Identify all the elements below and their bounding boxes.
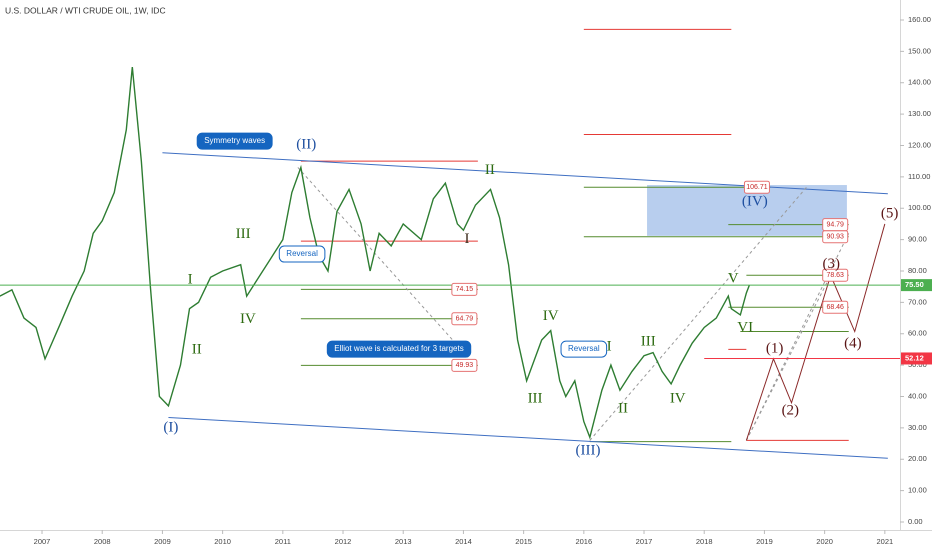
level-tag: [451, 312, 478, 326]
callout-text: Reversal: [286, 249, 318, 258]
callout-box: [278, 245, 326, 263]
x-tick-label: 2019: [756, 537, 773, 546]
trend-line: [589, 186, 807, 441]
chart-title: U.S. DOLLAR / WTI CRUDE OIL, 1W, IDC: [5, 5, 166, 15]
wave-label: (III): [576, 443, 601, 459]
level-tag-label: 90.93: [826, 234, 844, 241]
callout-text: Elliot wave is calculated for 3 targets: [334, 344, 463, 353]
level-tag-label: 78.63: [826, 272, 844, 279]
y-tick-label: 130.00: [908, 109, 931, 118]
x-tick-label: 2018: [696, 537, 713, 546]
price-tag-label: 75.50: [905, 280, 924, 289]
wave-label: IV: [670, 390, 686, 406]
y-tick-label: 140.00: [908, 78, 931, 87]
wave-label: (1): [766, 341, 784, 357]
trend-line: [745, 223, 886, 441]
callout-box: [560, 340, 608, 358]
x-tick-label: 2015: [515, 537, 532, 546]
level-tag: [822, 300, 849, 314]
y-tick-label: 160.00: [908, 15, 931, 24]
trend-line: [297, 167, 476, 366]
level-tag-label: 68.46: [826, 304, 844, 311]
wave-label: (4): [844, 336, 862, 352]
level-tag-label: 94.79: [826, 221, 844, 228]
x-tick-label: 2014: [455, 537, 472, 546]
wave-label: II: [192, 341, 202, 357]
y-tick-label: 80.00: [908, 266, 927, 275]
wave-label: VI: [737, 320, 753, 336]
y-tick-label: 40.00: [908, 391, 927, 400]
price-line: [0, 66, 751, 440]
x-tick-label: 2012: [335, 537, 352, 546]
price-tag: [901, 352, 932, 365]
overlay: 75.50 52.12 106.71 90.93 94.79 74.15 64.79 49.9…: [0, 132, 932, 459]
level-tag-label: 64.79: [456, 316, 474, 323]
level-tag-label: 74.15: [456, 286, 474, 293]
plot-area: 160.00 150.00 140.00 130.00 120.00 110.00 100.…: [0, 15, 931, 546]
wave-label: I: [607, 338, 612, 354]
x-tick-label: 2011: [275, 537, 291, 546]
level-tag: [451, 358, 478, 372]
wave-label: (I): [163, 419, 178, 435]
callout-text: Reversal: [568, 344, 600, 353]
wave-label: I: [465, 231, 470, 247]
level-tag: [451, 282, 478, 296]
y-tick-label: 150.00: [908, 46, 931, 55]
y-tick-label: 20.00: [908, 454, 927, 463]
wave-label: I: [188, 272, 193, 288]
wave-label: IV: [543, 308, 559, 324]
y-tick-label: 120.00: [908, 140, 931, 149]
wave-label: III: [641, 333, 656, 349]
x-tick-label: 2007: [34, 537, 51, 546]
x-tick-label: 2010: [214, 537, 231, 546]
y-tick-label: 110.00: [908, 172, 930, 181]
x-tick-label: 2017: [636, 537, 653, 546]
y-tick-label: 30.00: [908, 423, 927, 432]
wave-label: IV: [240, 311, 256, 327]
x-tick-label: 2016: [575, 537, 592, 546]
y-tick-label: 70.00: [908, 297, 927, 306]
callout-box: [196, 132, 273, 150]
wave-label: (2): [782, 402, 800, 418]
level-tag: [743, 180, 770, 194]
trend-line: [168, 417, 888, 459]
y-tick-label: 50.00: [908, 360, 927, 369]
y-tick-label: 90.00: [908, 235, 927, 244]
wave-label: II: [618, 400, 628, 416]
wave-label: III: [236, 226, 251, 242]
wave-label: (II): [296, 137, 316, 153]
x-tick-label: 2021: [876, 537, 893, 546]
level-tag: [822, 268, 849, 282]
callout-box: [326, 340, 472, 358]
wave-label: III: [528, 390, 543, 406]
x-tick-label: 2013: [395, 537, 412, 546]
y-tick-label: 0.00: [908, 517, 923, 526]
level-tag-label: 49.93: [456, 362, 474, 369]
x-tick-label: 2008: [94, 537, 111, 546]
x-tick-label: 2020: [816, 537, 833, 546]
price-tag: [901, 279, 932, 292]
wave-label: (IV): [742, 193, 768, 209]
wave-label: V: [728, 271, 739, 287]
y-tick-label: 60.00: [908, 329, 927, 338]
x-tick-label: 2009: [154, 537, 171, 546]
level-tag-label: 106.71: [746, 184, 768, 191]
trend-line: [745, 233, 850, 441]
wave-label: (5): [881, 205, 899, 221]
y-tick-label: 10.00: [908, 486, 927, 495]
wave-label: II: [485, 162, 495, 178]
level-tag: [822, 218, 849, 232]
price-tag-label: 52.12: [905, 353, 924, 362]
y-tick-label: 100.00: [908, 203, 931, 212]
wave-label: (3): [823, 256, 841, 272]
callout-text: Symmetry waves: [204, 136, 265, 145]
